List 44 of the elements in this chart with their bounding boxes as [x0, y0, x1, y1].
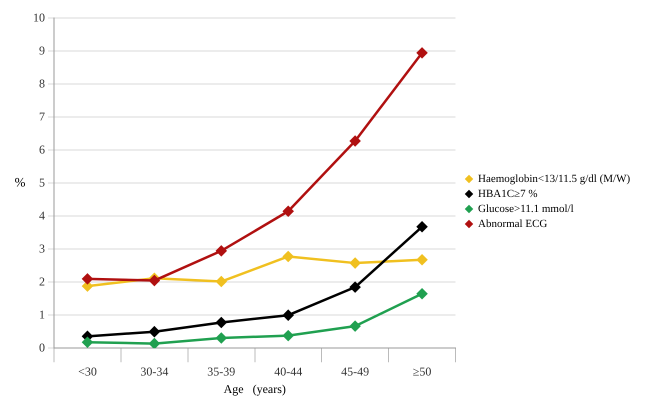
y-tick-label: 0 [39, 340, 45, 354]
x-tick-label: ≥50 [412, 364, 432, 379]
point [282, 310, 294, 320]
point [149, 275, 160, 286]
y-tick-label: 9 [39, 43, 45, 58]
point [416, 222, 428, 232]
y-tick-label: 4 [39, 208, 45, 222]
point [416, 254, 428, 266]
point [350, 258, 360, 268]
point [216, 276, 227, 287]
x-tick-label: 45-49 [341, 364, 370, 379]
point [149, 338, 160, 348]
y-axis-title: % [14, 174, 26, 190]
point [416, 48, 428, 58]
point [350, 282, 360, 292]
y-tick-label: 6 [39, 142, 45, 156]
y-tick-label: 3 [39, 241, 45, 256]
point [216, 246, 227, 256]
point [416, 288, 428, 299]
x-axis-title: Age (years) [224, 382, 286, 396]
y-tick-label: 5 [39, 175, 45, 190]
x-tick-label: 35-39 [207, 364, 236, 379]
point [282, 251, 294, 262]
legend-label: HBA1C≥7 % [478, 188, 538, 200]
y-tick-label: 8 [39, 76, 45, 90]
point [216, 332, 227, 344]
x-tick-label: 40-44 [274, 364, 302, 379]
point [350, 320, 360, 332]
point [282, 330, 294, 341]
y-tick-label: 1 [39, 307, 45, 322]
legend-label: Haemoglobin<13/11.5 g/dl (M/W) [478, 172, 630, 184]
y-tick-label: 2 [39, 274, 45, 288]
y-tick-label: 7 [39, 109, 45, 124]
point [82, 337, 93, 348]
point [82, 274, 93, 284]
x-tick-label: <30 [78, 364, 97, 379]
legend-label: Abnormal ECG [478, 218, 548, 230]
legend-label: Glucose>11.1 mmol/l [478, 202, 574, 214]
point [149, 326, 160, 337]
y-tick-label: 10 [33, 10, 45, 24]
point [216, 317, 227, 328]
point [350, 136, 360, 146]
point [282, 206, 294, 216]
x-tick-label: 30-34 [140, 364, 168, 379]
